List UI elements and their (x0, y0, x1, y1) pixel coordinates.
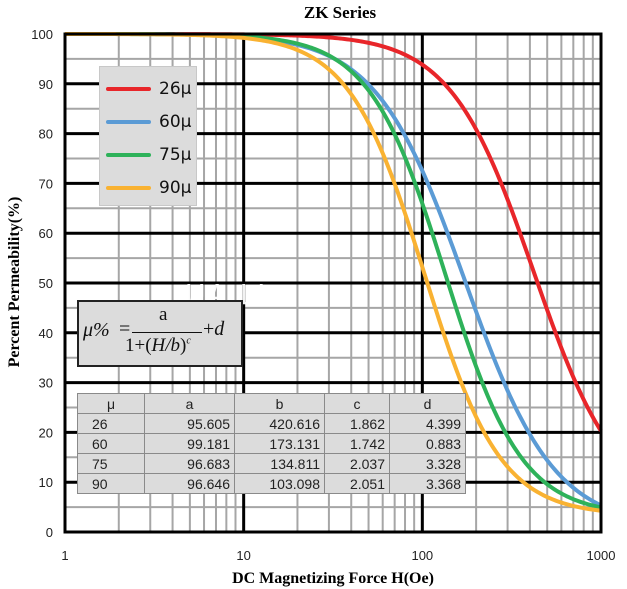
cell: 420.616 (234, 413, 325, 434)
y-tick-label: 100 (31, 27, 53, 42)
cell: 103.098 (234, 473, 325, 494)
x-tick-label: 1000 (587, 548, 616, 563)
formula-lhs: μ% (83, 319, 110, 341)
den-prefix: 1+ (125, 335, 146, 356)
table-row: 75 96.683 134.811 2.037 3.328 (77, 453, 466, 474)
cell: 0.883 (389, 433, 466, 454)
legend-swatch-60 (106, 120, 151, 124)
suffix-plus: + (203, 318, 215, 340)
formula-box: μ% = a 1+(H/b)c +d (77, 300, 243, 367)
plot-frame (63, 32, 603, 534)
legend-swatch-75 (106, 153, 151, 157)
x-tick-label: 10 (236, 548, 250, 563)
legend-item: 90μ (106, 173, 191, 203)
cell: 95.605 (144, 413, 235, 434)
table-row: 90 96.646 103.098 2.051 3.368 (77, 473, 466, 494)
header-d: d (389, 393, 466, 414)
table-header-row: μ a b c d (77, 393, 466, 414)
y-tick-label: 90 (39, 77, 53, 92)
y-tick-label: 30 (39, 376, 53, 391)
y-tick-label: 80 (39, 127, 53, 142)
table-row: 60 99.181 173.131 1.742 0.883 (77, 433, 466, 454)
y-tick-label: 40 (39, 326, 53, 341)
legend-label: 60μ (159, 112, 192, 132)
cell: 75 (77, 453, 145, 474)
y-tick-label: 20 (39, 425, 53, 440)
den-paren-open: ( (145, 335, 152, 356)
formula-fraction-bar (132, 332, 202, 333)
cell: 60 (77, 433, 145, 454)
y-tick-labels: 0 10 20 30 40 50 60 70 80 90 100 (31, 27, 53, 540)
legend-item: 26μ (106, 74, 191, 104)
cell: 96.683 (144, 453, 235, 474)
header-b: b (234, 393, 325, 414)
cell: 134.811 (234, 453, 325, 474)
legend-swatch-90 (106, 186, 151, 190)
cell: 2.051 (324, 473, 390, 494)
y-tick-label: 50 (39, 276, 53, 291)
parameters-table: μ a b c d 26 95.605 420.616 1.862 4.399 … (77, 393, 466, 494)
legend-label: 75μ (159, 145, 192, 165)
cell: 3.328 (389, 453, 466, 474)
legend-label: 26μ (159, 79, 192, 99)
x-tick-label: 100 (411, 548, 433, 563)
formula-suffix: +d (203, 318, 224, 341)
legend-label: 90μ (159, 178, 192, 198)
y-tick-label: 0 (46, 525, 53, 540)
x-axis-title: DC Magnetizing Force H(Oe) (232, 570, 434, 587)
cell: 26 (77, 413, 145, 434)
legend-item: 60μ (106, 107, 191, 137)
x-tick-label: 1 (61, 548, 68, 563)
den-paren-close: ) (180, 335, 187, 356)
cell: 90 (77, 473, 145, 494)
suffix-var: d (214, 318, 225, 340)
header-c: c (324, 393, 390, 414)
legend: 26μ 60μ 75μ 90μ (99, 66, 197, 206)
header-mu: μ (77, 393, 145, 414)
cell: 2.037 (324, 453, 390, 474)
cell: 1.742 (324, 433, 390, 454)
x-tick-labels: 1 10 100 1000 (61, 548, 615, 563)
cell: 96.646 (144, 473, 235, 494)
y-tick-label: 10 (39, 475, 53, 490)
cell: 99.181 (144, 433, 235, 454)
cell: 3.368 (389, 473, 466, 494)
legend-swatch-26 (106, 87, 151, 91)
table-row: 26 95.605 420.616 1.862 4.399 (77, 413, 466, 434)
y-axis-title: Percent Permeability(%) (6, 197, 23, 368)
den-var: H/b (151, 335, 181, 356)
cell: 1.862 (324, 413, 390, 434)
cell: 4.399 (389, 413, 466, 434)
legend-item: 75μ (106, 140, 191, 170)
chart-title: ZK Series (304, 3, 377, 22)
den-exponent: c (186, 335, 191, 347)
cell: 173.131 (234, 433, 325, 454)
formula-equals: = (119, 318, 131, 340)
y-tick-label: 70 (39, 176, 53, 191)
y-tick-label: 60 (39, 226, 53, 241)
header-a: a (144, 393, 235, 414)
formula-denominator: 1+(H/b)c (125, 335, 191, 357)
formula-numerator: a (159, 304, 168, 325)
